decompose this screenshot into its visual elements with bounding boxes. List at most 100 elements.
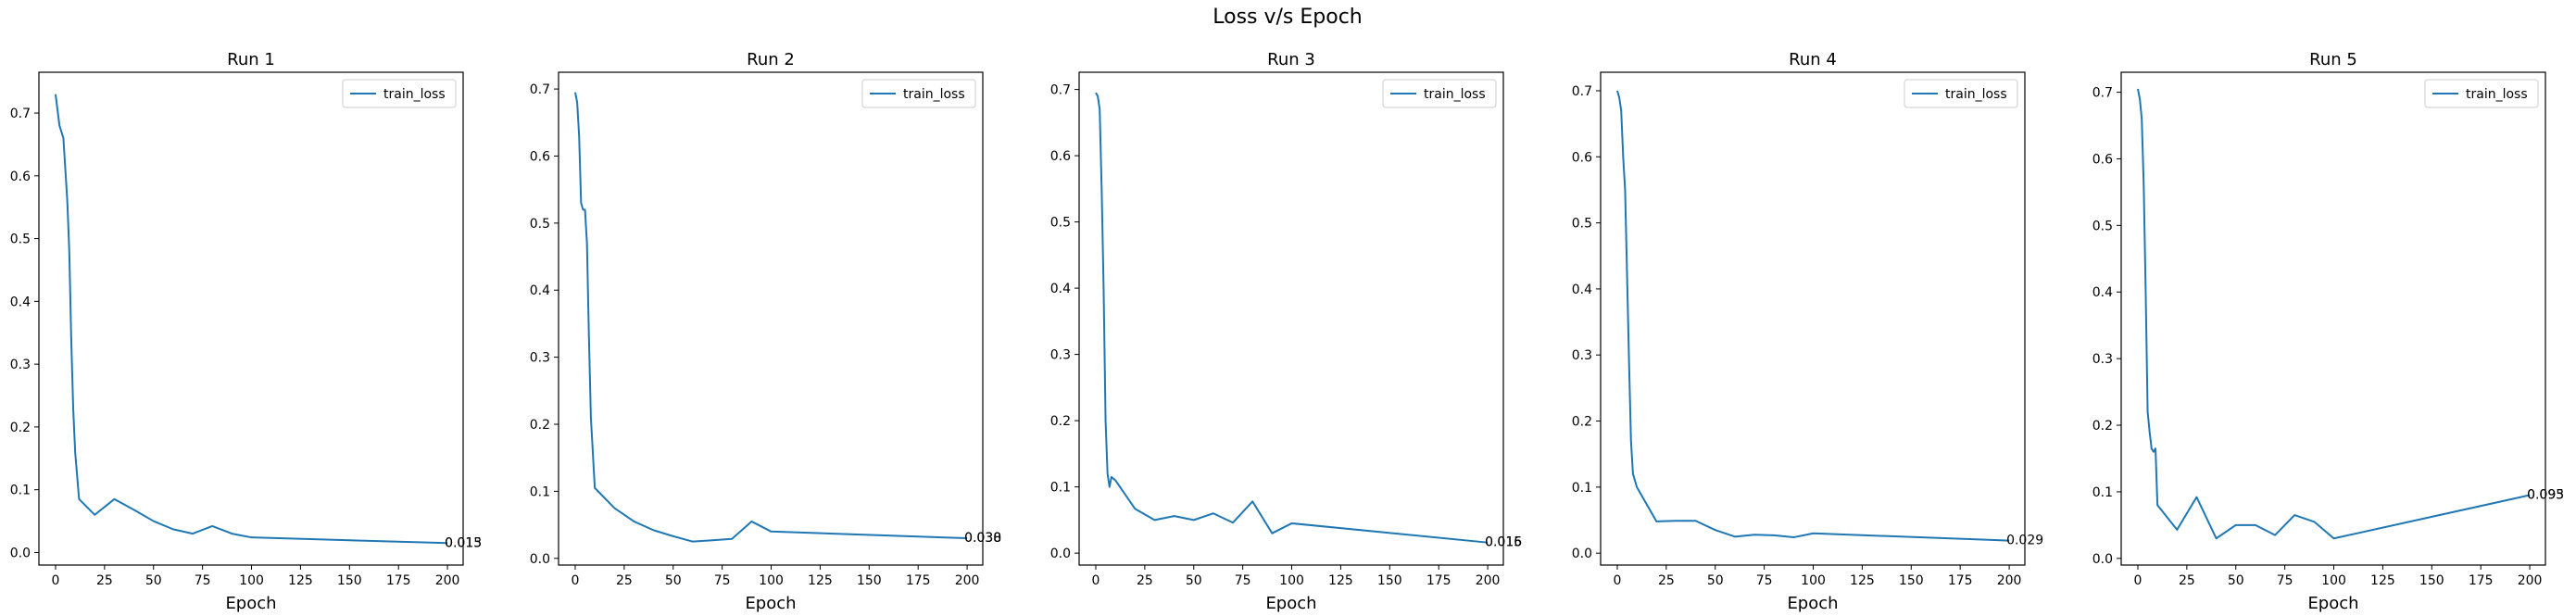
x-tick-label: 75 <box>1756 573 1773 588</box>
figure-title: Loss v/s Epoch <box>1213 6 1363 29</box>
legend: train_loss <box>2424 79 2539 108</box>
legend-label: train_loss <box>1945 87 2007 102</box>
y-tick-label: 0.3 <box>1050 348 1071 363</box>
x-tick-label: 100 <box>239 573 264 588</box>
x-axis-label: Epoch <box>1787 594 1838 613</box>
y-tick-label: 0.2 <box>2092 419 2113 434</box>
y-tick-label: 0.6 <box>10 170 31 184</box>
y-tick-label: 0.4 <box>530 283 550 298</box>
subplot-title: Run 3 <box>1267 50 1315 69</box>
legend-label: train_loss <box>383 87 446 102</box>
legend: train_loss <box>342 79 457 108</box>
x-tick-label: 50 <box>1707 573 1724 588</box>
x-tick-label: 25 <box>2179 573 2195 588</box>
x-tick-label: 150 <box>2419 573 2444 588</box>
x-tick-label: 200 <box>955 573 980 588</box>
x-axis-label: Epoch <box>225 594 276 613</box>
y-tick-label: 0.7 <box>530 82 550 97</box>
legend-label: train_loss <box>2466 87 2528 102</box>
y-tick-label: 0.4 <box>10 295 31 309</box>
x-tick-label: 100 <box>759 573 784 588</box>
x-tick-label: 125 <box>288 573 313 588</box>
y-tick-label: 0.5 <box>1050 216 1071 231</box>
y-tick-label: 0.2 <box>1050 414 1071 429</box>
x-tick-label: 25 <box>96 573 113 588</box>
legend-label: train_loss <box>1424 87 1486 102</box>
legend-box <box>1904 79 2018 108</box>
subplot-title: Run 5 <box>2309 50 2357 69</box>
x-tick-label: 200 <box>1476 573 1501 588</box>
x-tick-label: 25 <box>1658 573 1675 588</box>
axes-frame <box>558 71 984 566</box>
y-tick-label: 0.2 <box>1572 415 1592 430</box>
subplot-3: Run 3 0 25 50 75 100 125 150 175 200 0.0 0.1 0.2 0.3 0… <box>1050 50 1523 613</box>
x-axis-label: Epoch <box>745 594 796 613</box>
x-tick-label: 50 <box>1186 573 1202 588</box>
x-tick-label: 175 <box>386 573 411 588</box>
legend-box <box>2424 79 2539 108</box>
x-tick-label: 75 <box>2277 573 2293 588</box>
x-tick-label: 125 <box>1850 573 1875 588</box>
series-line-1 <box>573 92 968 543</box>
subplot-4: Run 4 0 25 50 75 100 125 150 175 200 0.0 0.1 0.2 0.3 0… <box>1572 50 2043 613</box>
x-tick-label: 0 <box>1092 573 1100 588</box>
x-tick-label: 200 <box>1997 573 2022 588</box>
y-tick-label: 0.0 <box>530 552 550 567</box>
subplot-title: Run 1 <box>227 50 275 69</box>
x-tick-label: 75 <box>195 573 211 588</box>
y-tick-label: 0.4 <box>2092 285 2113 300</box>
series-line-1 <box>1616 90 2010 542</box>
legend: train_loss <box>1904 79 2018 108</box>
subplot-5: Run 5 0 25 50 75 100 125 150 175 200 0.0 0.1 0.2 0.3 0… <box>2092 50 2564 613</box>
y-tick-label: 0.0 <box>2092 552 2113 567</box>
y-tick-label: 0.7 <box>10 107 31 121</box>
x-tick-label: 50 <box>2228 573 2244 588</box>
y-tick-label: 0.1 <box>530 484 550 499</box>
y-tick-label: 0.1 <box>10 484 31 498</box>
subplot-title: Run 2 <box>747 50 795 69</box>
x-axis-label: Epoch <box>1265 594 1316 613</box>
x-tick-label: 0 <box>2134 573 2142 588</box>
x-tick-label: 75 <box>714 573 731 588</box>
legend-label: train_loss <box>903 87 965 102</box>
subplot-title: Run 4 <box>1789 50 1837 69</box>
y-tick-label: 0.7 <box>2092 86 2113 101</box>
y-tick-label: 0.0 <box>10 546 31 560</box>
x-tick-label: 125 <box>808 573 833 588</box>
x-tick-label: 175 <box>1426 573 1451 588</box>
subplot-2: Run 2 0 25 50 75 100 125 150 175 200 0.0 0.1 0.2 0.3 0… <box>530 50 1001 613</box>
x-tick-label: 100 <box>1801 573 1826 588</box>
y-tick-label: 0.4 <box>1572 283 1592 297</box>
series-line-1 <box>1095 92 1489 544</box>
legend-box <box>342 79 457 108</box>
y-tick-label: 0.3 <box>2092 352 2113 367</box>
y-tick-label: 0.5 <box>1572 217 1592 232</box>
axes-frame <box>38 71 464 566</box>
y-tick-label: 0.5 <box>530 217 550 232</box>
y-tick-label: 0.4 <box>1050 282 1071 296</box>
x-tick-label: 50 <box>665 573 682 588</box>
y-tick-label: 0.2 <box>10 421 31 435</box>
x-tick-label: 200 <box>2518 573 2543 588</box>
y-tick-label: 0.6 <box>530 149 550 164</box>
x-tick-label: 150 <box>1377 573 1402 588</box>
x-tick-label: 175 <box>2469 573 2494 588</box>
y-tick-label: 0.6 <box>1050 149 1071 164</box>
x-tick-label: 150 <box>857 573 882 588</box>
series-line-1 <box>2136 88 2531 540</box>
x-tick-label: 150 <box>1899 573 1924 588</box>
y-tick-label: 0.7 <box>1572 84 1592 99</box>
subplots: Run 1 0 25 50 75 100 125 150 175 200 0.0 0.1 0.2 0.3 0… <box>10 50 2564 613</box>
y-tick-label: 0.7 <box>1050 83 1071 98</box>
y-tick-label: 0.6 <box>1572 150 1592 165</box>
y-tick-label: 0.3 <box>530 351 550 366</box>
x-axis-label: Epoch <box>2307 594 2358 613</box>
x-tick-label: 175 <box>1948 573 1973 588</box>
x-tick-label: 25 <box>1137 573 1153 588</box>
y-tick-label: 0.3 <box>10 358 31 372</box>
axes-frame <box>1078 71 1504 566</box>
x-tick-label: 75 <box>1235 573 1251 588</box>
y-tick-label: 0.0 <box>1050 547 1071 561</box>
legend-box <box>1382 79 1497 108</box>
